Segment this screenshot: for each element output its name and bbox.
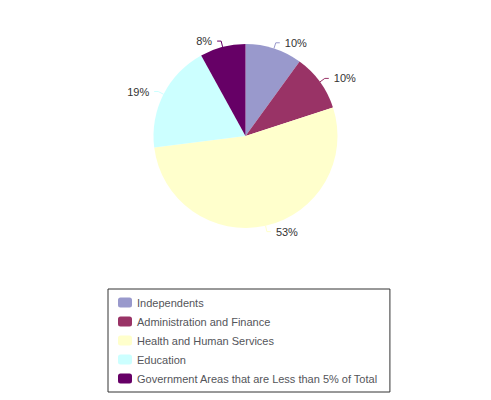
svg-text:19%: 19% [127,86,149,98]
svg-text:Government Areas that are Less: Government Areas that are Less than 5% o… [137,373,377,385]
svg-text:10%: 10% [334,72,356,84]
svg-text:8%: 8% [196,35,212,47]
svg-text:53%: 53% [276,226,298,238]
svg-text:Health and Human Services: Health and Human Services [137,335,274,347]
svg-text:10%: 10% [285,37,307,49]
svg-text:Independents: Independents [137,297,204,309]
svg-text:Education: Education [137,354,186,366]
svg-text:Administration and Finance: Administration and Finance [137,316,270,328]
